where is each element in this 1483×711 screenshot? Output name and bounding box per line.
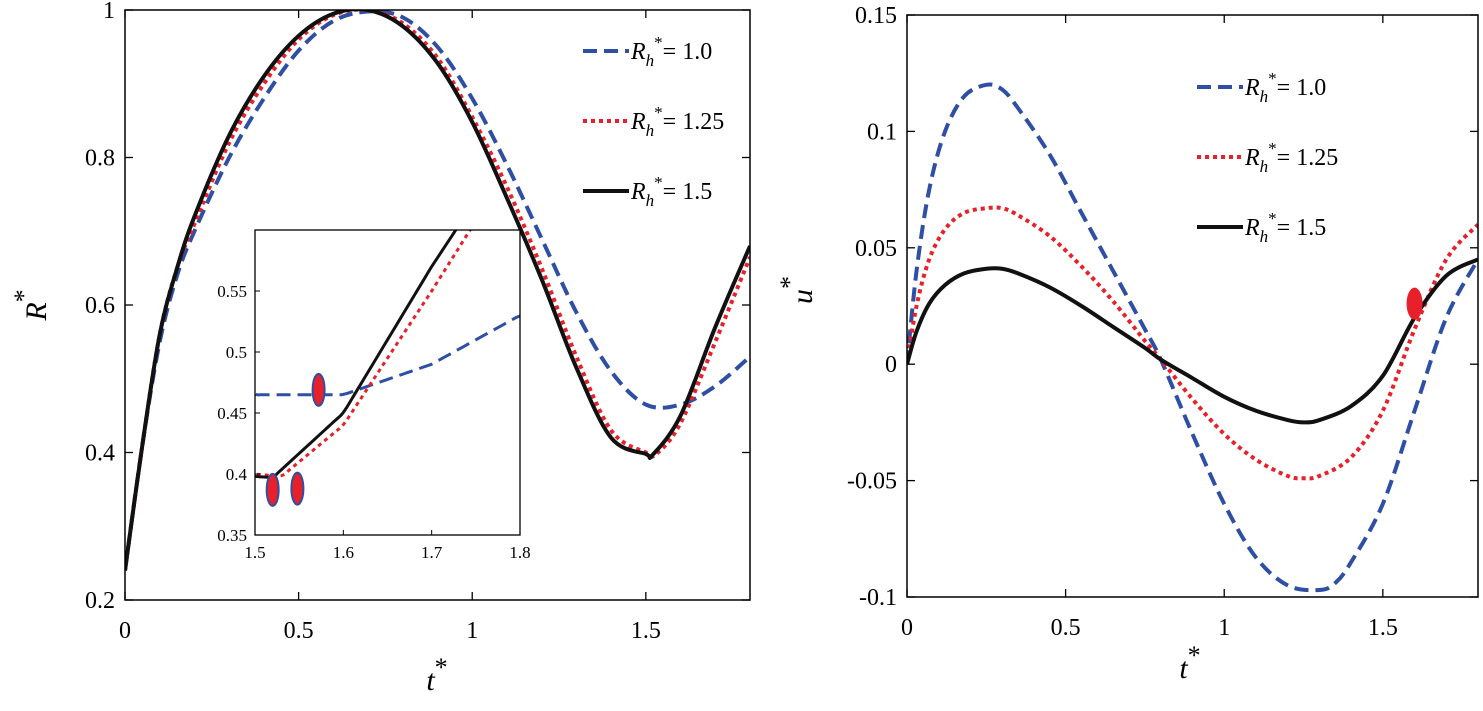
inset-x-tick-label: 1.8 bbox=[509, 543, 530, 562]
series-line-black bbox=[907, 257, 1478, 425]
x-tick-label: 1.5 bbox=[631, 618, 661, 644]
x-tick-label: 0.5 bbox=[1051, 615, 1081, 641]
x-axis-label: t* bbox=[1179, 641, 1200, 685]
y-tick-label: 0.6 bbox=[85, 293, 115, 319]
data-marker bbox=[1406, 287, 1423, 320]
y-tick-label: -0.1 bbox=[859, 585, 897, 611]
legend: Rh*= 1.0 Rh*= 1.25 Rh*= 1.5 bbox=[1197, 69, 1338, 246]
legend-label-2: Rh*= 1.25 bbox=[1244, 139, 1338, 176]
left-panel-r-star: 0 0.5 1 1.50.20.40.60.81t*R*Rh*= 1.0Rh*= 1.… bbox=[9, 0, 751, 697]
inset-y-tick-label: 0.35 bbox=[217, 526, 247, 545]
x-tick-label: 1.5 bbox=[1368, 615, 1398, 641]
legend: Rh*= 1.0 Rh*= 1.25 Rh*= 1.5 bbox=[583, 33, 724, 210]
y-tick-label: 0.15 bbox=[855, 3, 897, 29]
x-tick-label: 1 bbox=[466, 618, 478, 644]
inset-zoom: 1.5 1.6 1.7 1.8 0.35 0.4 0.45 0.5 0.55 bbox=[217, 229, 531, 562]
y-axis-label: u* bbox=[775, 276, 819, 304]
series-line-red bbox=[907, 205, 1478, 481]
inset-y-tick-label: 0.45 bbox=[217, 404, 247, 423]
y-tick-label: 0.1 bbox=[867, 119, 897, 145]
y-tick-label: 0 bbox=[885, 352, 897, 378]
inset-y-tick-label: 0.55 bbox=[217, 282, 247, 301]
inset-x-tick-label: 1.7 bbox=[421, 543, 443, 562]
legend-label-2: Rh*= 1.25 bbox=[630, 103, 724, 140]
right-plot-frame bbox=[906, 14, 1479, 598]
inset-x-tick-label: 1.6 bbox=[333, 543, 354, 562]
y-tick-label: 0.4 bbox=[85, 441, 115, 467]
legend-label-1: Rh*= 1.0 bbox=[1244, 69, 1326, 106]
legend-label-3: Rh*= 1.5 bbox=[1244, 209, 1326, 246]
inset-marker bbox=[311, 372, 326, 407]
x-axis-label: t* bbox=[426, 653, 447, 697]
inset-marker bbox=[290, 471, 305, 506]
y-tick-label: -0.05 bbox=[847, 469, 897, 495]
x-tick-label: 0 bbox=[901, 615, 913, 641]
x-tick-label: 0 bbox=[119, 618, 131, 644]
x-tick-label: 0.5 bbox=[284, 618, 314, 644]
series-line-blue bbox=[907, 82, 1478, 593]
right-panel-u-star: 0 0.5 1 1.5 -0.1 -0.05 0 0.05 0.1 0.15 t* u* Rh*= 1.… bbox=[775, 3, 1479, 685]
inset-line-blue bbox=[255, 314, 520, 397]
inset-line-red bbox=[255, 230, 472, 478]
series-line-blue bbox=[125, 10, 750, 571]
legend-label-1: Rh*= 1.0 bbox=[630, 33, 712, 70]
inset-marker bbox=[265, 472, 280, 507]
legend-label-3: Rh*= 1.5 bbox=[630, 173, 712, 210]
series-line-black bbox=[125, 10, 750, 571]
inset-y-tick-label: 0.5 bbox=[226, 343, 247, 362]
y-tick-label: 0.8 bbox=[85, 146, 115, 172]
inset-frame bbox=[254, 229, 521, 536]
x-tick-label: 1 bbox=[1218, 615, 1230, 641]
inset-x-tick-label: 1.5 bbox=[244, 543, 265, 562]
y-tick-label: 0.2 bbox=[85, 588, 115, 614]
y-axis-label: R* bbox=[9, 289, 53, 321]
y-tick-label: 1 bbox=[103, 0, 115, 24]
y-tick-label: 0.05 bbox=[855, 236, 897, 262]
inset-y-tick-label: 0.4 bbox=[226, 465, 248, 484]
